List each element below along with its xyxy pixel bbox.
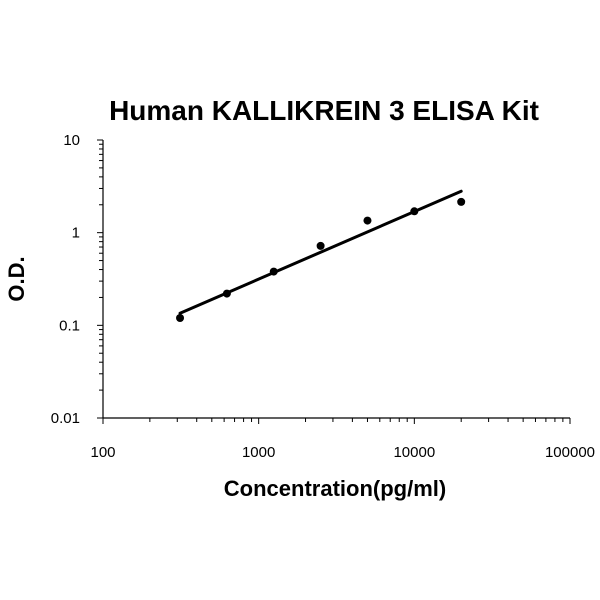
y-tick-label: 10 [63,132,80,149]
x-tick-label: 1000 [242,444,275,461]
trendline-group [178,189,463,315]
y-tick-label: 0.1 [59,317,80,334]
data-point [410,207,419,216]
x-tick-label: 100 [90,444,115,461]
x-tick-label: 100000 [545,444,595,461]
y-tick-label: 1 [72,225,80,242]
x-tick-labels: 100 1000 10000 100000 [90,444,595,461]
data-point [457,197,466,206]
x-axis-label: Concentration(pg/ml) [224,476,446,501]
data-point [222,289,231,298]
data-point [316,241,325,250]
chart-title: Human KALLIKREIN 3 ELISA Kit [109,95,539,126]
tick-marks [97,139,571,424]
data-point [269,267,278,276]
data-points [176,197,466,322]
data-point [363,216,372,225]
trendline [178,189,463,315]
x-tick-label: 10000 [393,444,435,461]
y-axis-label: O.D. [4,256,29,301]
y-tick-labels: 0.01 0.1 1 10 [51,132,80,427]
axes [102,140,570,419]
data-point [176,313,185,322]
y-tick-label: 0.01 [51,410,80,427]
